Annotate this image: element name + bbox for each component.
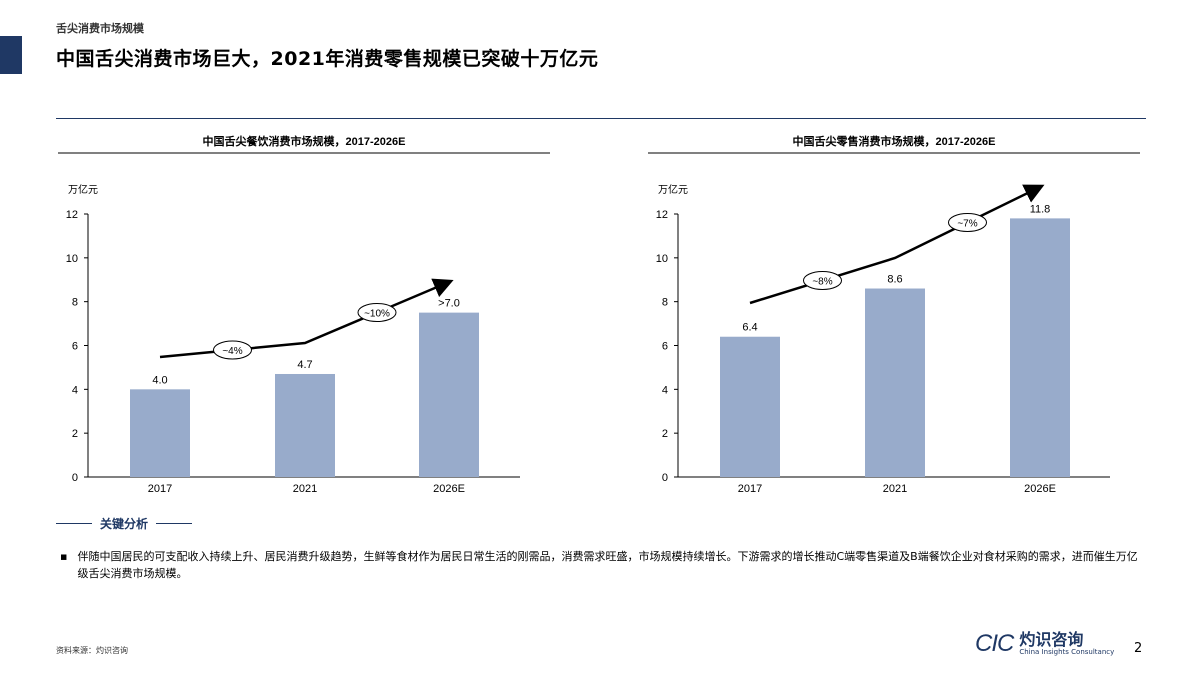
chart-2: 中国舌尖零售消费市场规模，2017-2026E 万亿元 0 2 4 6 8 10 12 6.4 20… [648,134,1140,495]
y-tick-label: 0 [662,472,668,484]
data-label: >7.0 [438,298,460,310]
y-tick-label: 4 [662,384,668,396]
section-label: 舌尖消费市场规模 [56,22,144,35]
y-tick-label: 12 [66,209,78,221]
y-axis-unit: 万亿元 [658,183,688,196]
chart-1: 中国舌尖餐饮消费市场规模，2017-2026E 万亿元 0 2 4 6 8 10 12 4.0 20… [58,134,550,495]
y-tick-label: 6 [72,341,78,353]
source-note: 资料来源：灼识咨询 [56,646,128,655]
y-tick-label: 10 [656,253,668,265]
bar-2021 [865,288,925,477]
cagr-bubble [357,303,397,322]
y-tick-label: 2 [662,428,668,440]
bar-2021 [275,373,335,477]
page-number: 2 [1134,641,1143,656]
y-tick-label: 4 [72,384,78,396]
data-label: 6.4 [742,322,757,334]
key-analysis-heading: 关键分析 [56,515,193,532]
y-tick-label: 2 [72,428,78,440]
key-analysis-title: 关键分析 [100,517,149,531]
x-tick-label: 2017 [148,483,172,495]
x-tick-label: 2017 [738,483,762,495]
cagr-label: ~8% [812,277,832,288]
bar-2017 [130,389,190,477]
data-label: 4.7 [297,359,312,371]
page-title: 中国舌尖消费市场巨大，2021年消费零售规模已突破十万亿元 [56,48,599,70]
y-tick-label: 12 [656,209,668,221]
chart-title: 中国舌尖零售消费市场规模，2017-2026E [793,134,996,148]
y-tick-label: 8 [662,297,668,309]
x-tick-label: 2021 [293,483,317,495]
cagr-label: ~10% [364,309,390,320]
data-label: 8.6 [887,274,902,286]
cagr-label: ~7% [957,219,977,230]
data-label: 4.0 [152,374,167,386]
y-tick-label: 6 [662,341,668,353]
logo-cn: 灼识咨询 [1019,630,1084,649]
y-tick-label: 8 [72,297,78,309]
bar-2026E [1010,218,1070,477]
cagr-bubble [803,271,842,290]
cagr-bubble [213,340,252,360]
bar-2017 [720,336,780,477]
data-label: 11.8 [1030,203,1051,215]
cagr-label: ~4% [222,346,242,357]
growth-arrow [749,184,1045,305]
chart-title: 中国舌尖餐饮消费市场规模，2017-2026E [203,134,406,148]
divider [56,118,1146,119]
analysis-text: 伴随中国居民的可支配收入持续上升、居民消费升级趋势，生鲜等食材作为居民日常生活的… [77,550,1138,580]
y-tick-label: 0 [72,472,78,484]
logo-mark: CIC [975,630,1014,657]
bar-2026E [419,312,479,477]
growth-arrow [159,278,454,359]
section-tag [0,36,22,74]
x-tick-label: 2026E [1024,483,1056,495]
y-axis-unit: 万亿元 [68,183,98,196]
cagr-bubble [948,213,987,232]
y-tick-label: 10 [66,253,78,265]
analysis-bullet: ▪ 伴随中国居民的可支配收入持续上升、居民消费升级趋势，生鲜等食材作为居民日常生活… [60,548,1145,582]
logo-en: China Insights Consultancy [1019,648,1115,656]
x-tick-label: 2021 [883,483,907,495]
cic-logo: CIC 灼识咨询 China Insights Consultancy [975,630,1114,658]
x-tick-label: 2026E [433,483,465,495]
